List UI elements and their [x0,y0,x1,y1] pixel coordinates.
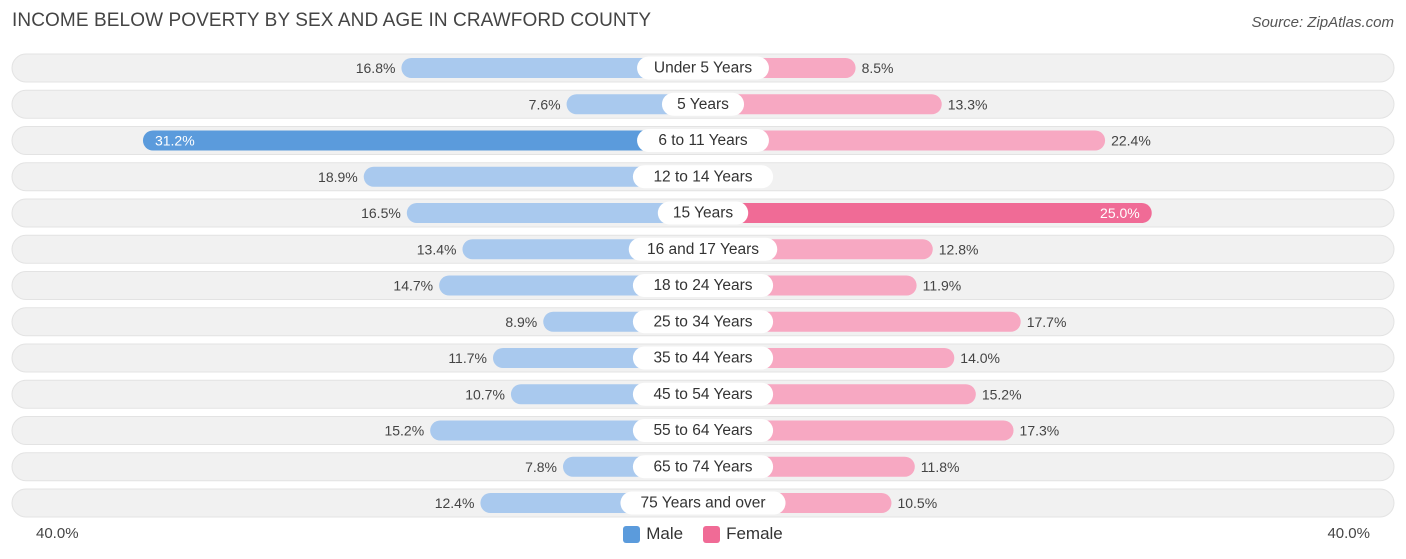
value-label-female: 8.5% [862,60,894,76]
value-label-male: 11.7% [448,350,487,366]
category-label: 16 and 17 Years [647,241,759,258]
category-label: 6 to 11 Years [658,132,748,149]
value-label-male: 7.6% [529,96,561,112]
category-label-background [632,346,774,370]
category-label: 75 Years and over [641,495,766,512]
bar-female [703,311,1021,332]
value-label-male: 8.9% [505,314,537,330]
category-label-background [637,129,769,152]
value-label-female: 22.4% [1111,133,1151,149]
category-label: 18 to 24 Years [653,277,752,294]
value-label-female: 17.7% [1027,314,1067,330]
category-label: Under 5 Years [654,60,752,77]
axis-right-label: 40.0% [1327,525,1370,542]
source-credit: Source: ZipAtlas.com [1251,14,1394,31]
bar-male [406,203,703,223]
diverging-bar-chart: 16.8% 8.5% Under 5 Years 7.6% 13.3% 5 Years 31… [11,53,1395,518]
bar-female [703,203,1152,223]
category-label: 35 to 44 Years [653,350,752,367]
category-label: 5 Years [677,96,729,113]
category-label-background [632,455,774,479]
legend-item-female: Female [703,524,783,544]
category-label-background [632,310,774,334]
bar-female [703,94,942,115]
value-label-female: 12.8% [939,241,979,257]
bar-female [703,130,1106,151]
category-label-background [632,419,774,442]
chart-title: INCOME BELOW POVERTY BY SEX AND AGE IN C… [12,10,652,31]
value-label-male: 12.4% [435,495,475,511]
category-label-background [628,237,778,261]
category-label: 45 to 54 Years [653,386,752,403]
value-label-male: 7.8% [525,459,557,475]
bar-female [703,420,1014,441]
legend-label-male: Male [646,524,684,543]
value-label-male: 16.5% [361,205,401,221]
category-label: 25 to 34 Years [653,313,752,330]
legend-label-female: Female [726,524,783,543]
value-label-male: 31.2% [155,133,195,149]
value-label-female: 25.0% [1100,205,1140,221]
value-label-male: 13.4% [417,241,457,257]
category-label-background [657,201,749,225]
value-label-female: 11.8% [921,459,960,475]
category-label: 15 Years [673,205,734,222]
bar-male [401,58,703,78]
bar-male [363,166,703,187]
category-label: 12 to 14 Years [653,168,752,185]
value-label-male: 18.9% [318,169,358,185]
axis-left-label: 40.0% [36,525,79,542]
category-label-background [632,165,774,189]
value-label-female: 10.5% [897,495,937,511]
category-label: 65 to 74 Years [653,458,752,475]
category-label-background [620,491,786,515]
value-label-female: 11.9% [923,278,962,294]
legend-swatch-male [623,525,641,543]
legend-swatch-female [703,525,721,543]
value-label-female: 14.0% [960,350,1000,366]
category-label-background [632,274,774,297]
value-label-female: 17.3% [1020,423,1060,439]
value-label-male: 14.7% [393,278,433,294]
value-label-female: 15.2% [982,386,1022,402]
category-label-background [632,382,774,406]
value-label-male: 16.8% [356,60,396,76]
value-label-male: 15.2% [384,423,424,439]
category-label: 55 to 64 Years [653,422,752,439]
legend: Male Female [0,524,1406,544]
value-label-male: 10.7% [465,386,505,402]
category-label-background [637,56,769,80]
category-label-background [661,92,745,116]
legend-item-male: Male [623,524,683,544]
value-label-female: 13.3% [948,96,988,112]
bar-male [142,130,703,151]
